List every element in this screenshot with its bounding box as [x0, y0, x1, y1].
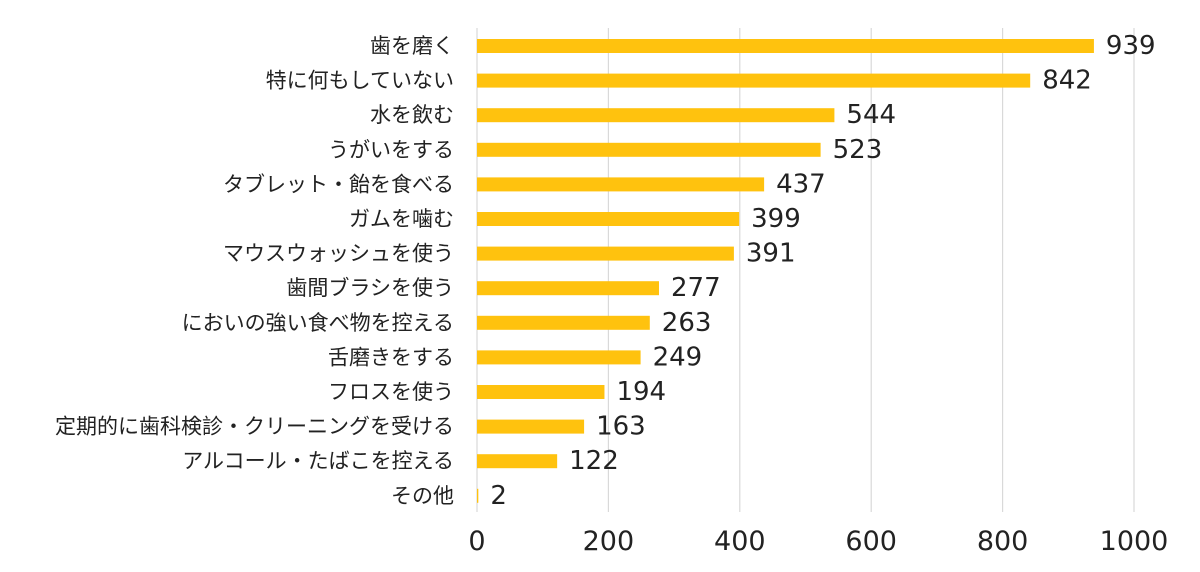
bar	[477, 419, 585, 434]
bar	[477, 212, 740, 226]
bar	[477, 108, 835, 123]
category-label: アルコール・たばこを控える	[182, 449, 454, 473]
category-label: タブレット・飴を食べる	[223, 172, 454, 196]
x-tick-label: 600	[845, 526, 897, 557]
category-labels: 歯を磨く特に何もしていない水を飲むうがいをするタブレット・飴を食べるガムを噛むマ…	[55, 34, 454, 508]
category-label: 歯を磨く	[370, 34, 454, 58]
bar	[477, 177, 765, 192]
data-label: 2	[490, 481, 507, 511]
x-tick-label: 400	[714, 526, 766, 557]
category-label: フロスを使う	[328, 380, 454, 404]
data-label: 399	[751, 204, 801, 234]
category-label: うがいをする	[328, 138, 454, 162]
category-label: ガムを噛む	[349, 207, 454, 231]
data-label: 249	[653, 342, 703, 372]
bar	[477, 246, 734, 261]
x-tick-label: 200	[583, 526, 635, 557]
category-label: マウスウォッシュを使う	[223, 242, 454, 266]
bar	[477, 385, 605, 399]
category-label: においの強い食べ物を控える	[182, 311, 454, 335]
bar	[477, 73, 1031, 88]
data-label: 122	[569, 446, 619, 476]
category-label: 定期的に歯科検診・クリーニングを受ける	[55, 415, 454, 439]
data-label: 391	[746, 239, 796, 269]
bar	[477, 350, 641, 365]
bar	[477, 315, 650, 330]
category-label: 舌磨きをする	[328, 345, 454, 369]
x-axis-ticks: 0 200 400 600 800 1000	[468, 526, 1168, 557]
bars	[477, 39, 1094, 503]
data-label: 523	[833, 135, 883, 165]
data-label: 939	[1106, 31, 1156, 61]
bar	[477, 454, 558, 469]
data-label: 437	[776, 169, 826, 199]
data-label: 163	[596, 412, 646, 442]
gridlines	[476, 28, 1135, 512]
data-label: 194	[616, 377, 666, 407]
bar	[477, 39, 1094, 53]
data-label: 263	[662, 308, 712, 338]
bar	[477, 281, 659, 296]
data-label: 842	[1042, 66, 1092, 96]
category-label: その他	[391, 484, 454, 508]
category-label: 特に何もしていない	[266, 69, 454, 93]
data-label: 544	[846, 100, 896, 130]
data-label: 277	[671, 273, 721, 303]
x-tick-label: 0	[468, 526, 485, 557]
category-label: 水を飲む	[370, 103, 454, 127]
bar	[477, 488, 479, 503]
category-label: 歯間ブラシを使う	[286, 276, 454, 300]
bar	[477, 142, 821, 157]
x-tick-label: 800	[977, 526, 1029, 557]
x-tick-label: 1000	[1100, 526, 1169, 557]
